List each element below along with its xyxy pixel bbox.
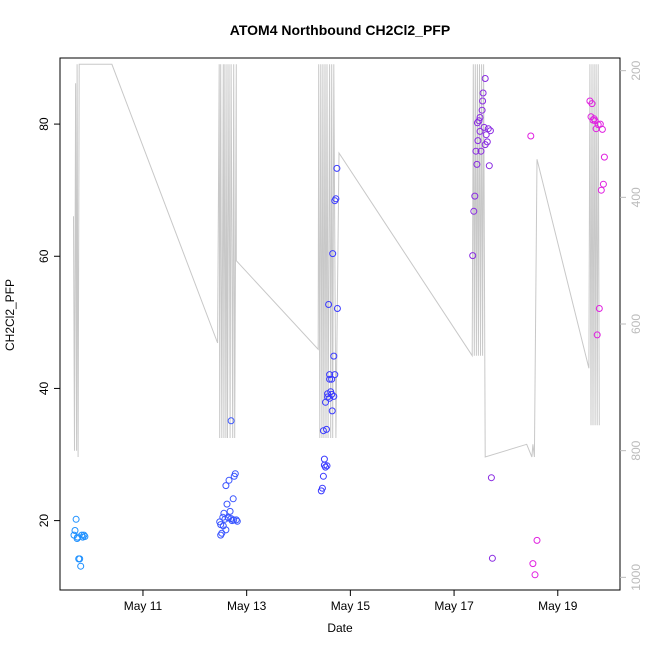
- data-point: [480, 123, 488, 131]
- data-point: [226, 507, 234, 515]
- data-point: [469, 252, 477, 260]
- data-point: [486, 127, 494, 135]
- data-point: [319, 427, 327, 435]
- secondary-line: [73, 63, 600, 458]
- x-tick-label: May 17: [434, 599, 474, 613]
- y2-tick-label: 1000: [629, 564, 643, 591]
- data-point: [481, 75, 489, 82]
- data-point: [326, 375, 334, 383]
- data-point: [225, 476, 233, 484]
- data-point: [597, 186, 605, 194]
- data-point: [323, 462, 331, 470]
- data-point: [324, 390, 332, 398]
- data-point: [473, 119, 481, 127]
- x-tick-label: May 13: [227, 599, 267, 613]
- data-point: [591, 117, 599, 125]
- data-point: [325, 301, 333, 308]
- data-point: [230, 516, 238, 524]
- data-point: [472, 147, 480, 155]
- data-point: [77, 562, 85, 570]
- y2-tick-label: 200: [629, 60, 643, 80]
- data-point: [322, 463, 329, 471]
- data-point: [595, 305, 603, 312]
- data-point: [476, 127, 484, 135]
- y-tick-label: 60: [37, 249, 51, 263]
- data-point: [473, 160, 481, 168]
- data-point: [598, 125, 606, 133]
- data-point: [479, 89, 487, 97]
- data-point: [529, 560, 537, 568]
- data-point: [328, 407, 336, 415]
- data-point: [71, 527, 79, 534]
- data-point: [333, 305, 341, 312]
- data-point: [326, 394, 334, 402]
- data-point: [233, 517, 241, 525]
- data-point: [222, 526, 230, 534]
- data-point: [475, 117, 483, 125]
- y-tick-label: 20: [37, 514, 51, 528]
- data-point: [484, 125, 492, 133]
- data-point: [600, 153, 608, 161]
- data-point: [487, 474, 495, 482]
- data-point: [478, 106, 486, 114]
- y-tick-label: 80: [37, 117, 51, 131]
- data-point: [331, 371, 339, 379]
- data-point: [76, 555, 84, 563]
- data-point: [227, 417, 235, 425]
- x-tick-label: May 11: [124, 599, 163, 613]
- data-point: [330, 392, 338, 400]
- y-tick-label: 40: [37, 381, 51, 395]
- data-point: [488, 554, 496, 562]
- x-axis: May 11 May 13 May 15 May 17 May 19: [124, 589, 578, 613]
- scatter-points: [70, 75, 608, 579]
- data-point: [223, 500, 231, 508]
- data-point: [527, 132, 535, 140]
- x-tick-label: May 15: [331, 599, 371, 613]
- data-point: [474, 137, 482, 145]
- data-point: [593, 331, 601, 339]
- data-point: [318, 484, 326, 492]
- data-point: [222, 482, 230, 490]
- data-point: [470, 207, 478, 215]
- data-point: [329, 250, 337, 258]
- data-point: [231, 470, 239, 478]
- y2-tick-label: 400: [629, 187, 643, 207]
- y-axis-label: CH2Cl2_PFP: [3, 279, 17, 351]
- data-point: [323, 425, 330, 433]
- data-point: [81, 533, 89, 540]
- data-point: [328, 390, 336, 398]
- data-point: [479, 97, 487, 105]
- data-point: [482, 131, 490, 139]
- y2-tick-label: 800: [629, 440, 643, 460]
- data-point: [477, 147, 485, 155]
- data-point: [217, 531, 225, 539]
- data-point: [80, 531, 88, 539]
- data-point: [74, 533, 82, 541]
- x-axis-label: Date: [327, 621, 353, 635]
- y-axis: 20 40 60 80: [37, 117, 60, 527]
- data-point: [72, 515, 80, 523]
- data-point: [322, 398, 329, 406]
- y2-tick-label: 600: [629, 314, 643, 334]
- chart-title: ATOM4 Northbound CH2Cl2_PFP: [230, 22, 450, 38]
- data-point: [333, 164, 341, 172]
- data-point: [232, 516, 240, 524]
- x-tick-label: May 19: [538, 599, 578, 613]
- data-point: [330, 352, 338, 360]
- data-point: [599, 180, 607, 188]
- data-point: [471, 192, 479, 200]
- data-point: [320, 455, 328, 463]
- data-point: [229, 495, 237, 503]
- data-point: [588, 100, 596, 108]
- data-point: [485, 162, 493, 170]
- data-point: [531, 571, 539, 579]
- data-point: [533, 536, 541, 544]
- data-point: [332, 195, 340, 203]
- secondary-y-axis: 200 400 600 800 1000: [620, 60, 643, 591]
- data-point: [481, 141, 489, 149]
- secondary-trace-line: [73, 63, 600, 458]
- data-point: [319, 472, 327, 480]
